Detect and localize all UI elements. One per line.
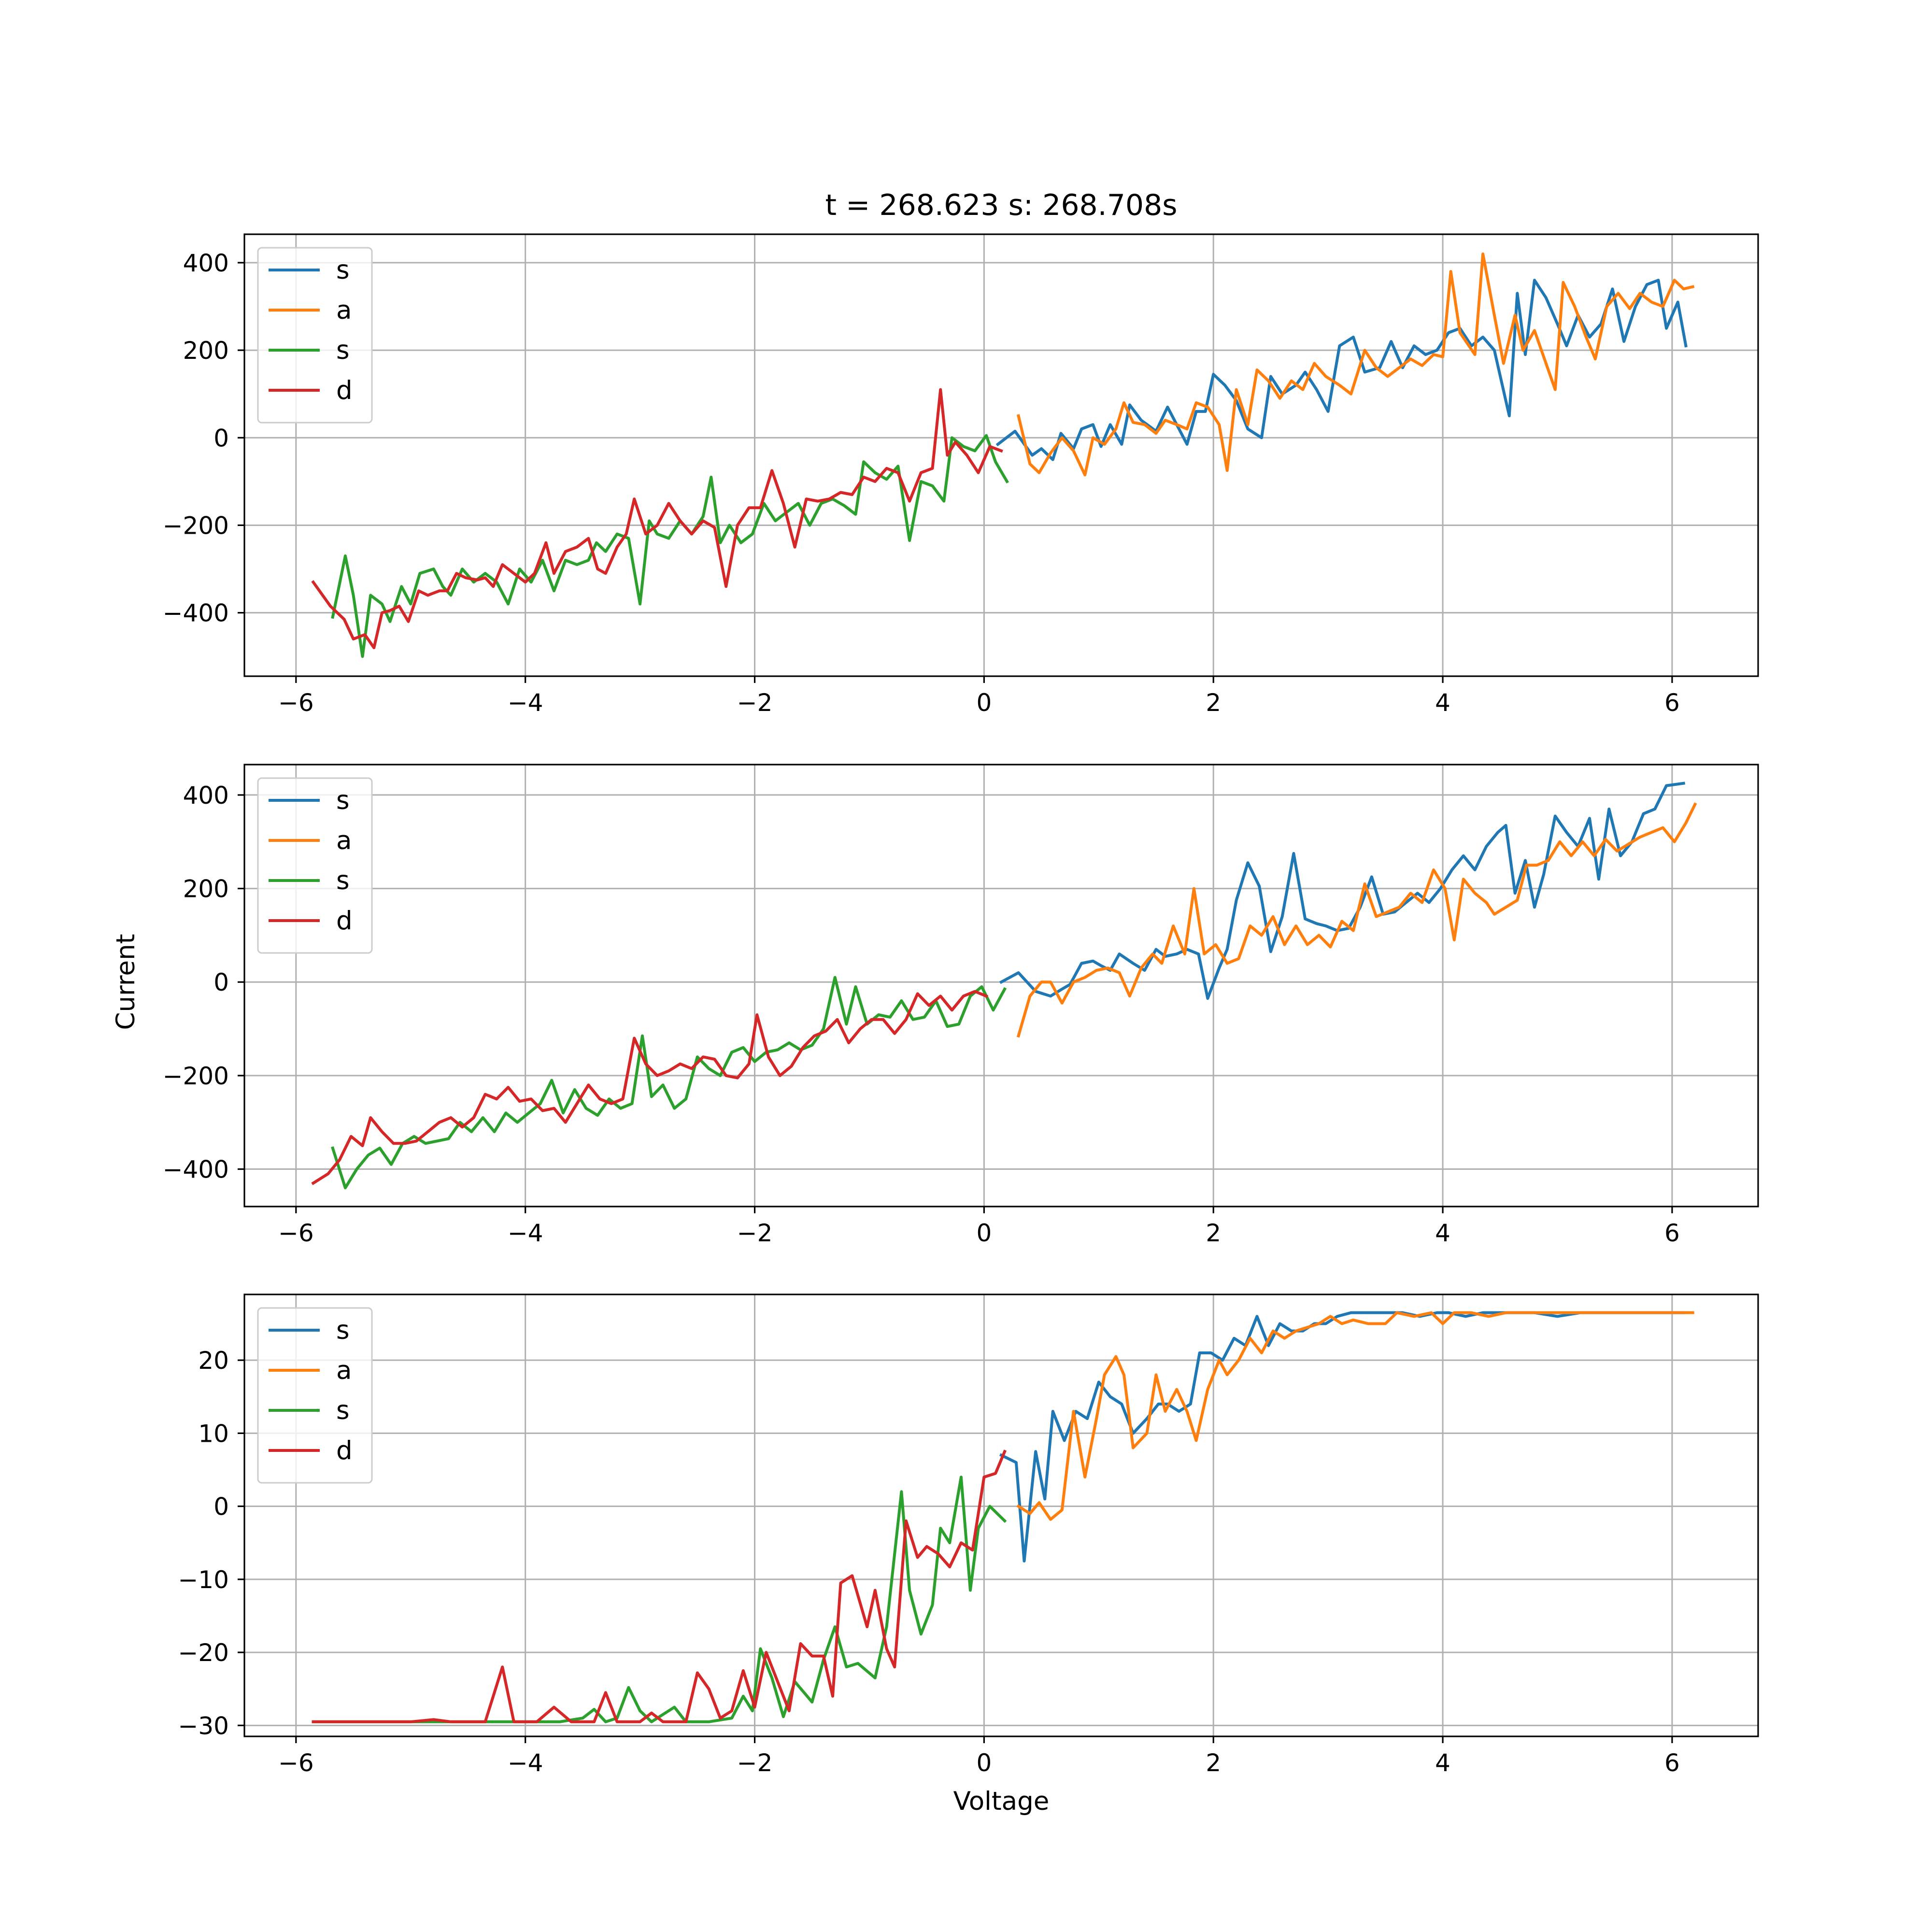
axes-frame bbox=[243, 233, 1759, 677]
x-tick-label: 2 bbox=[1206, 689, 1221, 717]
x-tick-label: 2 bbox=[1206, 1219, 1221, 1247]
y-tick-label: −200 bbox=[163, 1062, 229, 1090]
legend-box bbox=[257, 247, 373, 424]
y-tick-label: 400 bbox=[183, 781, 229, 810]
x-tick-label: −6 bbox=[278, 1219, 314, 1247]
x-tick-label: −2 bbox=[737, 689, 773, 717]
y-tick-label: −200 bbox=[163, 511, 229, 540]
series-line-a-2 bbox=[1016, 1311, 1694, 1521]
x-axis-label: Voltage bbox=[953, 1787, 1050, 1816]
y-tick-label: −10 bbox=[178, 1566, 229, 1594]
x-tick-label: 0 bbox=[976, 1219, 992, 1247]
y-tick-label: 0 bbox=[213, 968, 229, 996]
series-line-d-4 bbox=[311, 388, 1003, 650]
y-tick-label: 0 bbox=[213, 424, 229, 452]
x-tick-label: −4 bbox=[508, 1749, 543, 1777]
y-tick-label: −400 bbox=[163, 1156, 229, 1184]
legend-label: a bbox=[336, 1356, 352, 1385]
series-line-s-3 bbox=[312, 1476, 1007, 1723]
series-group bbox=[311, 781, 1697, 1190]
axes-frame bbox=[243, 764, 1759, 1208]
y-tick-label: 400 bbox=[183, 249, 229, 277]
legend-label: s bbox=[336, 1396, 350, 1425]
x-tick-label: −2 bbox=[737, 1749, 773, 1777]
series-line-d-4 bbox=[311, 990, 989, 1185]
x-tick-label: −6 bbox=[278, 689, 314, 717]
legend-label: d bbox=[336, 1436, 353, 1465]
figure-title: t = 268.623 s: 268.708s bbox=[825, 188, 1177, 222]
series-line-a-2 bbox=[1016, 252, 1695, 477]
series-line-s-1 bbox=[999, 781, 1686, 1000]
x-tick-label: 6 bbox=[1664, 1219, 1680, 1247]
legend-label: s bbox=[336, 866, 350, 895]
series-line-d-4 bbox=[312, 1449, 1007, 1723]
axes-frame bbox=[243, 1293, 1759, 1737]
x-tick-label: −4 bbox=[508, 689, 543, 717]
x-tick-label: 4 bbox=[1435, 1749, 1450, 1777]
legend-label: s bbox=[336, 1316, 350, 1345]
x-tick-label: 0 bbox=[976, 1749, 992, 1777]
x-tick-label: 2 bbox=[1206, 1749, 1221, 1777]
legend-label: a bbox=[336, 826, 352, 855]
grid-lines bbox=[244, 1294, 1758, 1736]
y-tick-label: 20 bbox=[198, 1347, 229, 1375]
series-group bbox=[311, 252, 1695, 658]
legend-label: s bbox=[336, 336, 350, 365]
x-tick-label: 6 bbox=[1664, 689, 1680, 717]
legend-label: s bbox=[336, 256, 350, 285]
y-tick-label: −400 bbox=[163, 599, 229, 627]
series-line-s-3 bbox=[331, 434, 1009, 658]
x-tick-label: 6 bbox=[1664, 1749, 1680, 1777]
y-tick-label: −20 bbox=[178, 1639, 229, 1667]
legend-box bbox=[257, 777, 373, 954]
x-tick-label: 4 bbox=[1435, 1219, 1450, 1247]
legend-label: s bbox=[336, 786, 350, 815]
series-line-s-3 bbox=[331, 976, 1007, 1190]
x-tick-label: 0 bbox=[976, 689, 992, 717]
y-tick-label: 0 bbox=[213, 1493, 229, 1521]
x-tick-label: −6 bbox=[278, 1749, 314, 1777]
y-tick-label: 200 bbox=[183, 337, 229, 365]
legend-box bbox=[257, 1307, 373, 1484]
x-tick-label: −2 bbox=[737, 1219, 773, 1247]
series-group bbox=[312, 1311, 1694, 1723]
y-tick-label: 10 bbox=[198, 1420, 229, 1448]
x-tick-label: 4 bbox=[1435, 689, 1450, 717]
legend-label: d bbox=[336, 376, 353, 405]
x-tick-label: −4 bbox=[508, 1219, 543, 1247]
legend-label: a bbox=[336, 296, 352, 325]
series-line-a-2 bbox=[1016, 802, 1697, 1038]
legend-label: d bbox=[336, 906, 353, 936]
series-line-s-1 bbox=[999, 1311, 1685, 1563]
y-tick-label: 200 bbox=[183, 875, 229, 903]
y-tick-label: −30 bbox=[178, 1712, 229, 1740]
y-axis-label: Current bbox=[111, 934, 141, 1030]
